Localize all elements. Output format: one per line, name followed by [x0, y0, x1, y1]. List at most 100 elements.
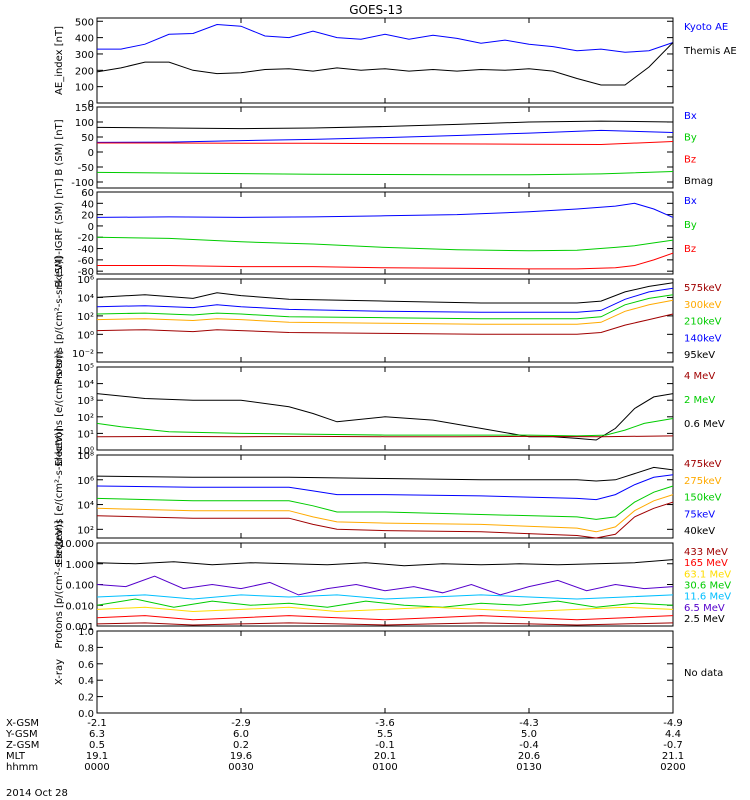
x-row-value: 0.5 [89, 740, 105, 751]
legend-entry: 0.6 MeV [684, 419, 725, 430]
series-line-2 [96, 287, 674, 313]
legend-entry: Bx [684, 196, 697, 207]
series-line-3 [97, 141, 674, 146]
legend-entry: 95keV [684, 350, 715, 361]
series-line-1 [96, 466, 674, 482]
series-line-3 [96, 594, 674, 600]
x-row-label: X-GSM [6, 718, 39, 729]
legend-entry: 30.6 MeV [684, 581, 731, 592]
y-tick-label: 50 [81, 133, 94, 144]
y-tick-label: 10⁰ [77, 330, 94, 341]
x-row-value: 4.4 [665, 729, 681, 740]
legend-entry: 210keV [684, 317, 722, 328]
legend-entry: 75keV [684, 509, 715, 520]
series-line-1 [96, 120, 674, 130]
y-tick-label: 10⁻² [72, 349, 94, 360]
x-row-label: Z-GSM [6, 740, 39, 751]
y-tick-label: 10³ [77, 396, 94, 407]
y-tick-label: 200 [75, 66, 94, 77]
series-line-3 [96, 294, 674, 320]
y-tick-label: 0.0 [78, 709, 94, 720]
y-axis-label: Electrons [e/(cm²-s-sr)] [54, 351, 65, 467]
legend-entry: 150keV [684, 493, 722, 504]
legend-entry: Kyoto AE [684, 22, 728, 33]
series-line-2 [96, 474, 674, 501]
y-tick-label: 0.4 [78, 676, 94, 687]
series-line-1 [96, 393, 674, 441]
legend-entry: Bx [684, 111, 697, 122]
y-tick-label: 10⁸ [77, 451, 94, 462]
panel-frame [96, 542, 674, 627]
y-axis-label: B (SM)-IGRF (SM) [nT] [54, 178, 65, 287]
y-tick-label: 150 [75, 103, 94, 114]
series-line-1 [96, 559, 674, 567]
legend-entry: 40keV [684, 526, 715, 537]
panel-4: 10⁻² 10⁰ 10² 10⁴ 10⁶ Protons [p/(cm²-s-sr-keV… [54, 256, 722, 384]
legend-entry: 2 MeV [684, 395, 715, 406]
legend-entry: 433 MeV [684, 547, 728, 558]
x-row-value: -3.6 [375, 718, 395, 729]
x-row-value: 0100 [372, 762, 397, 773]
legend-entry: 165 MeV [684, 558, 728, 569]
y-axis-label: Protons [p/(cm²-s-sr-keV)] [54, 520, 65, 648]
y-tick-label: 10⁶ [77, 476, 94, 487]
series-line-3 [96, 435, 674, 438]
x-row-value: 19.6 [230, 751, 252, 762]
x-row-value: 5.0 [521, 729, 537, 740]
series-line-1 [96, 202, 674, 218]
y-tick-label: 0.001 [65, 622, 94, 633]
panel-frame [96, 454, 674, 539]
y-tick-label: 10⁴ [77, 501, 94, 512]
y-tick-label: 0 [88, 222, 94, 233]
panel-8: 0.0 0.2 0.4 0.6 0.8 1.0 X-ray No data [54, 627, 723, 720]
y-tick-label: -20 [78, 233, 94, 244]
legend-entry: 475keV [684, 459, 722, 470]
y-tick-label: 100 [75, 83, 94, 94]
y-axis-label: X-ray [54, 659, 65, 685]
y-tick-label: 500 [75, 17, 94, 28]
series-line-2 [96, 42, 674, 86]
y-tick-label: 10² [77, 312, 94, 323]
x-row-value: 19.1 [86, 751, 108, 762]
series-line-5 [96, 313, 674, 335]
y-tick-label: 40 [81, 199, 94, 210]
panel-frame [96, 191, 674, 275]
series-line-5 [96, 501, 674, 539]
x-row-label: MLT [6, 751, 26, 762]
y-tick-label: -50 [78, 163, 94, 174]
y-tick-label: 10⁴ [77, 293, 94, 304]
x-row-value: 20.6 [518, 751, 540, 762]
legend-entry: 6.5 MeV [684, 603, 725, 614]
y-tick-label: 10⁴ [77, 380, 94, 391]
x-row-value: 0200 [660, 762, 685, 773]
panel-frame [96, 366, 674, 451]
series-line-5 [96, 606, 674, 613]
y-tick-label: 10⁵ [77, 363, 94, 374]
y-tick-label: 60 [81, 188, 94, 199]
x-axis-table: X-GSM -2.1 -2.9 -3.6 -4.3 -4.9 Y-GSM 6.3 6.0 5.5 5… [5, 718, 686, 773]
y-tick-label: 0.010 [65, 601, 94, 612]
x-row-value: 0130 [516, 762, 541, 773]
x-row-value: 0.2 [233, 740, 249, 751]
series-line-4 [96, 171, 674, 176]
x-row-value: 20.1 [374, 751, 396, 762]
series-line-4 [96, 299, 674, 325]
x-row-value: 0000 [84, 762, 109, 773]
y-tick-label: 0.100 [65, 581, 94, 592]
y-tick-label: -80 [78, 267, 94, 278]
legend-entry: 140keV [684, 333, 722, 344]
legend-entry: Bz [684, 244, 696, 255]
series-line-2 [96, 575, 674, 596]
y-tick-label: 300 [75, 50, 94, 61]
y-axis-label: B (SM) [nT] [54, 119, 65, 175]
legend-entry: 63.1 MeV [684, 569, 731, 580]
x-row-value: -2.9 [231, 718, 251, 729]
x-row-value: -4.3 [519, 718, 539, 729]
x-row-value: -2.1 [87, 718, 107, 729]
series-line-3 [96, 485, 674, 520]
series-line-1 [96, 282, 674, 304]
x-row-value: 6.3 [89, 729, 105, 740]
